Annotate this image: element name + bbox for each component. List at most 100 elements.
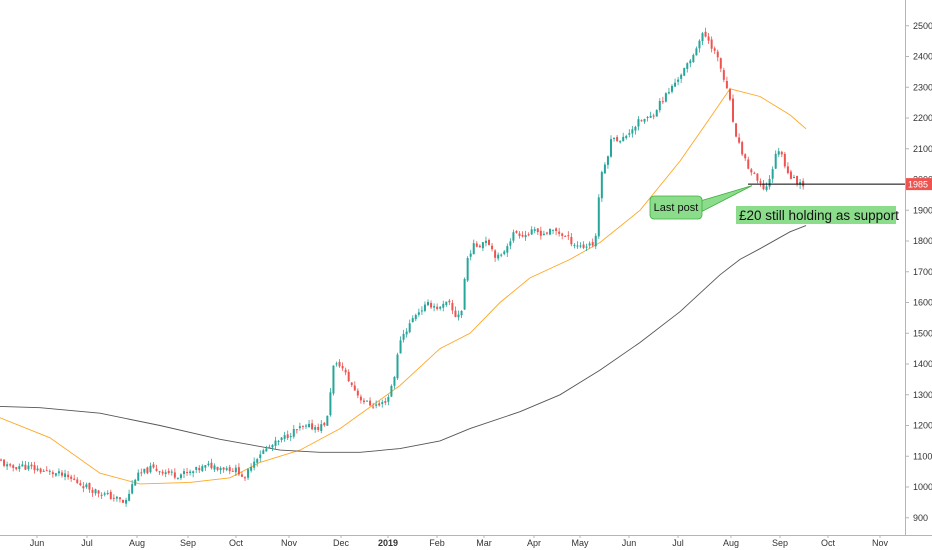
candle-body: [167, 470, 170, 474]
candle-body: [756, 173, 759, 181]
candle-body: [744, 154, 747, 159]
x-tick-label: Jun: [622, 538, 637, 548]
candle-body: [277, 441, 280, 443]
candle: [265, 445, 268, 452]
y-tick-label: 1600: [913, 298, 932, 308]
candle-body: [125, 499, 128, 504]
candle-body: [725, 80, 728, 89]
last-price-label: 1985: [908, 180, 928, 190]
y-tick-label: 1900: [913, 205, 932, 215]
candle-body: [524, 234, 527, 238]
candle-body: [192, 471, 195, 473]
candle: [198, 465, 201, 474]
candle: [613, 137, 616, 142]
candle: [722, 67, 725, 83]
candle: [622, 132, 625, 142]
candle: [768, 175, 771, 190]
candle-body: [655, 110, 658, 117]
candle: [750, 167, 753, 176]
candle: [552, 229, 555, 235]
candle-body: [509, 241, 512, 246]
candle: [701, 31, 704, 45]
candle: [521, 231, 524, 238]
candle-body: [67, 474, 70, 478]
candle-body: [204, 465, 207, 468]
x-tick-label: Aug: [723, 538, 739, 548]
candlestick-layer: [0, 27, 805, 507]
candle-body: [64, 473, 67, 477]
candle-body: [643, 119, 646, 122]
candle: [570, 233, 573, 247]
candle: [713, 46, 716, 55]
candle: [247, 467, 250, 481]
candle: [179, 473, 182, 481]
candle-body: [518, 233, 521, 236]
candle: [390, 384, 393, 398]
candle-body: [457, 314, 460, 318]
candle-body: [292, 429, 295, 437]
candle: [405, 328, 408, 338]
candle: [704, 27, 707, 38]
candle-body: [88, 482, 91, 490]
candle: [741, 140, 744, 157]
candle: [131, 480, 134, 495]
candle-body: [728, 89, 731, 100]
candle-body: [305, 425, 307, 427]
candle-body: [646, 117, 649, 119]
candle: [94, 488, 97, 496]
candle: [158, 470, 161, 475]
candle-body: [323, 422, 326, 426]
candle-body: [24, 464, 27, 470]
candle-body: [3, 459, 6, 466]
candle: [637, 116, 640, 131]
candle-body: [286, 434, 289, 439]
candle-body: [570, 236, 573, 245]
candle: [381, 399, 384, 408]
candle-body: [146, 467, 149, 474]
candle: [314, 424, 317, 433]
candle: [774, 150, 777, 170]
candle: [295, 429, 298, 434]
candle-body: [79, 483, 82, 486]
candle: [603, 162, 606, 174]
candle-body: [640, 120, 643, 122]
candle: [347, 369, 350, 383]
y-tick-label: 1200: [913, 421, 932, 431]
candle-body: [780, 151, 783, 155]
candle-body: [622, 136, 625, 142]
candle-body: [610, 139, 612, 157]
candle: [634, 125, 637, 135]
candle-body: [783, 153, 786, 167]
candle-body: [689, 60, 692, 64]
candle: [48, 469, 51, 475]
candle: [460, 310, 463, 319]
candle-body: [362, 400, 365, 403]
candle: [70, 474, 73, 482]
candle: [30, 462, 33, 470]
candle-body: [713, 48, 716, 51]
candle-body: [399, 340, 402, 354]
candle: [472, 239, 475, 255]
candle: [173, 468, 176, 480]
candle: [661, 96, 664, 105]
candle: [423, 301, 426, 313]
candle-body: [530, 229, 533, 235]
candle: [488, 238, 490, 246]
candle: [201, 464, 204, 473]
candle-body: [128, 493, 131, 501]
candle-body: [152, 464, 155, 468]
candle-body: [18, 466, 21, 470]
candle-body: [652, 115, 655, 117]
candle-body: [591, 242, 594, 246]
candle: [271, 444, 274, 452]
candle: [6, 461, 9, 470]
candle: [500, 253, 503, 258]
candle: [777, 147, 780, 157]
candle: [350, 382, 353, 388]
candle-body: [225, 468, 228, 470]
candle-body: [671, 85, 673, 92]
candle-body: [289, 436, 292, 438]
candle-body: [771, 169, 774, 179]
candle-body: [189, 471, 192, 474]
candle-body: [637, 119, 640, 127]
